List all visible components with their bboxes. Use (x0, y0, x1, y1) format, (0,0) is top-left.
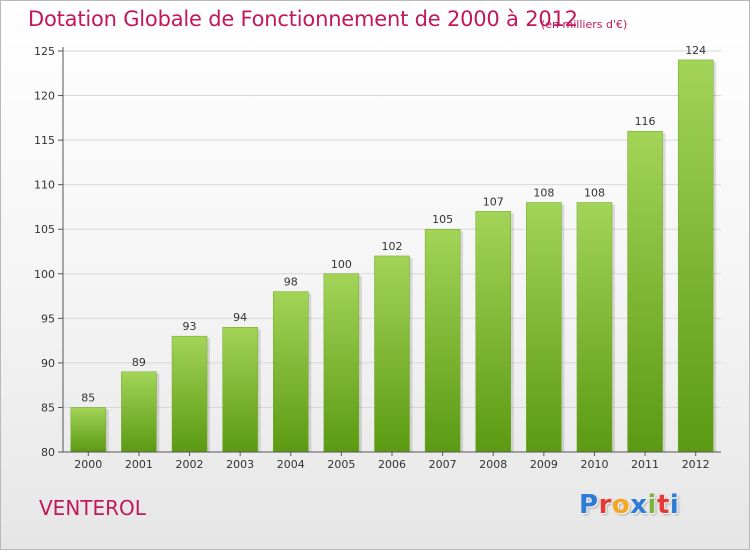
bar-2002 (171, 335, 208, 453)
bar-value-label: 107 (483, 195, 504, 208)
x-tick-label: 2005 (327, 458, 355, 471)
y-tick-label: 95 (41, 312, 55, 325)
x-tick-label: 2006 (378, 458, 406, 471)
bar-value-label: 108 (584, 186, 605, 199)
x-tick-label: 2009 (530, 458, 558, 471)
bar-value-label: 124 (685, 44, 706, 57)
y-tick-label: 105 (34, 223, 55, 236)
bar-value-label: 100 (331, 258, 352, 271)
logo-letter: x (630, 490, 648, 520)
y-tick-label: 120 (34, 90, 55, 103)
logo-letter: i (647, 490, 657, 520)
logo-letter: r (598, 490, 612, 520)
proxiti-logo: Proxiti (579, 490, 679, 520)
bar-value-label: 105 (432, 213, 453, 226)
bar-value-label: 89 (132, 356, 146, 369)
bar-2001 (121, 371, 157, 453)
bar-2010 (576, 202, 613, 453)
x-tick-label: 2007 (429, 458, 457, 471)
bars: 85 89 93 94 98 100 102 105 107 108 108 116 124 (70, 44, 717, 453)
bar-2009 (526, 202, 562, 453)
bar-2005 (323, 273, 360, 453)
bar-2012 (677, 59, 714, 453)
bar-2006 (374, 255, 410, 453)
x-tick-label: 2011 (631, 458, 659, 471)
logo-letter: i (669, 490, 680, 520)
x-tick-label: 2003 (226, 458, 254, 471)
x-tick-label: 2012 (682, 458, 710, 471)
y-tick-label: 100 (34, 268, 55, 281)
bar-value-label: 116 (635, 115, 656, 128)
town-name: VENTEROL (39, 496, 146, 520)
x-tick-label: 2008 (479, 458, 507, 471)
y-tick-label: 85 (41, 401, 55, 414)
bar-value-label: 85 (81, 391, 95, 404)
bar-2008 (475, 211, 511, 453)
bar-2003 (222, 326, 258, 453)
logo-letter: o (611, 490, 631, 520)
bar-2007 (424, 228, 461, 453)
y-tick-label: 90 (41, 357, 55, 370)
bar-value-label: 102 (382, 240, 403, 253)
y-tick-label: 115 (34, 134, 55, 147)
bar-value-label: 108 (533, 186, 554, 199)
y-tick-label: 110 (34, 179, 55, 192)
bar-value-label: 98 (284, 276, 298, 289)
bar-value-label: 94 (233, 311, 247, 324)
x-tick-label: 2004 (277, 458, 305, 471)
x-tick-label: 2010 (580, 458, 608, 471)
y-tick-label: 80 (41, 446, 55, 459)
chart-unit: (en milliers d'€) (541, 18, 628, 31)
y-tick-label: 125 (34, 45, 55, 58)
bar-2011 (627, 130, 663, 453)
bar-2004 (273, 291, 309, 453)
chart-title: Dotation Globale de Fonctionnement de 20… (28, 7, 578, 31)
bar-value-label: 93 (183, 320, 197, 333)
logo-letter: t (656, 490, 670, 520)
bar-2000 (70, 407, 107, 453)
x-tick-label: 2002 (176, 458, 204, 471)
axes: 80 85 90 95 100 105 110 115 120 125 2000 2001 2002 20… (34, 45, 721, 471)
x-tick-label: 2000 (74, 458, 102, 471)
logo-letter: P (579, 490, 599, 520)
x-tick-label: 2001 (125, 458, 153, 471)
